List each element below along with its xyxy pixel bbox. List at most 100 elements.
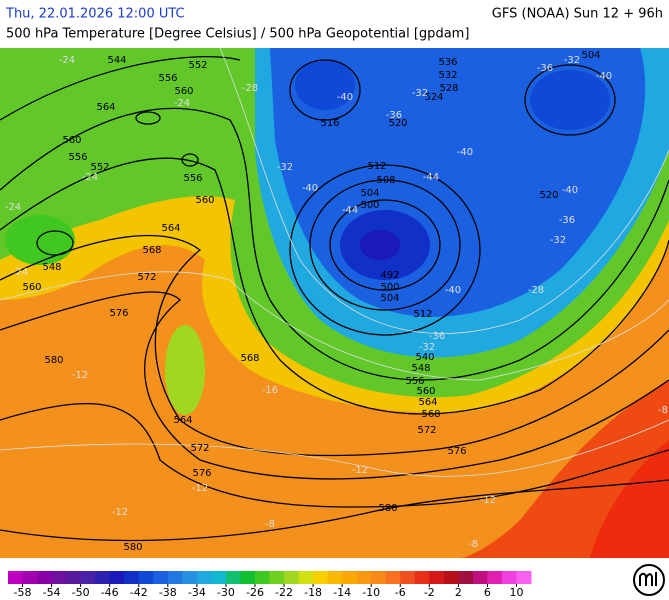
colorbar-tick-label: -2 <box>424 586 435 599</box>
colorbar-swatch <box>356 571 372 584</box>
geopotential-label: 520 <box>539 190 558 201</box>
temperature-label: -44 <box>342 205 358 216</box>
geopotential-label: 580 <box>44 355 63 366</box>
colorbar-tick-label: -50 <box>72 586 90 599</box>
colorbar-swatch <box>182 571 198 584</box>
colorbar-swatch <box>254 571 270 584</box>
geopotential-label: 544 <box>107 55 126 66</box>
temperature-label: -36 <box>386 110 402 121</box>
temperature-label: -44 <box>423 172 439 183</box>
geopotential-label: 556 <box>183 173 202 184</box>
geopotential-label: 532 <box>438 70 457 81</box>
geopotential-label: 540 <box>415 352 434 363</box>
colorbar-tick-label: -42 <box>130 586 148 599</box>
colorbar-swatch <box>472 571 488 584</box>
colorbar-swatch <box>22 571 38 584</box>
colorbar-swatch <box>124 571 140 584</box>
temperature-label: -12 <box>72 370 88 381</box>
colorbar-swatch <box>138 571 154 584</box>
colorbar-tick-label: 10 <box>509 586 523 599</box>
colorbar-tick-label: -26 <box>246 586 264 599</box>
geopotential-label: 576 <box>109 308 128 319</box>
colorbar-swatch <box>225 571 241 584</box>
geopotential-label: 580 <box>123 542 142 553</box>
temperature-label: -40 <box>445 285 461 296</box>
geopotential-label: 536 <box>438 57 457 68</box>
temperature-label: -40 <box>457 147 473 158</box>
colorbar-swatch <box>458 571 474 584</box>
temperature-label: -32 <box>412 88 428 99</box>
colorbar-swatch <box>269 571 285 584</box>
colorbar-tick-label: -10 <box>362 586 380 599</box>
temperature-label: -24 <box>12 267 28 278</box>
temperature-label: -32 <box>564 55 580 66</box>
geopotential-label: 568 <box>421 409 440 420</box>
colorbar-swatch <box>487 571 503 584</box>
header-left: Thu, 22.01.2026 12:00 UTC <box>5 7 185 22</box>
contour-labels: 544 5525565605645605565525565605645685725… <box>5 50 668 553</box>
geopotential-label: 576 <box>447 446 466 457</box>
colorbar-tick-label: -14 <box>333 586 351 599</box>
colorbar-swatch <box>327 571 343 584</box>
colorbar-tick-label: -34 <box>188 586 206 599</box>
temperature-label: -8 <box>658 405 668 416</box>
geopotential-label: 560 <box>195 195 214 206</box>
geopotential-label: 504 <box>360 188 379 199</box>
colorbar-tick-label: 2 <box>455 586 462 599</box>
colorbar-swatch <box>51 571 67 584</box>
subtitle: 500 hPa Temperature [Degree Celsius] / 5… <box>6 27 469 42</box>
geopotential-label: 516 <box>320 118 339 129</box>
geopotential-label: 572 <box>137 272 156 283</box>
colorbar-tick-label: 6 <box>484 586 491 599</box>
geopotential-label: 560 <box>174 86 193 97</box>
temperature-label: -12 <box>480 495 496 506</box>
temperature-label: -8 <box>468 539 478 550</box>
geopotential-label: 556 <box>68 152 87 163</box>
temperature-label: -40 <box>596 71 612 82</box>
geopotential-label: 520 <box>388 118 407 129</box>
colorbar-swatch <box>153 571 169 584</box>
geopotential-label: 548 <box>42 262 61 273</box>
colorbar-swatch <box>313 571 329 584</box>
colorbar-swatch <box>196 571 212 584</box>
colorbar-tick-label: -38 <box>159 586 177 599</box>
temperature-label: -28 <box>528 285 544 296</box>
temperature-label: -16 <box>262 385 278 396</box>
temperature-label: -36 <box>429 331 445 342</box>
temperature-label: -12 <box>352 465 368 476</box>
colorbar-swatch <box>37 571 53 584</box>
temperature-label: -32 <box>550 235 566 246</box>
geopotential-label: 572 <box>190 443 209 454</box>
logo <box>633 564 665 596</box>
colorbar-swatch <box>429 571 445 584</box>
temperature-label: -28 <box>242 83 258 94</box>
colorbar-tick-label: -46 <box>101 586 119 599</box>
temperature-label: -36 <box>559 215 575 226</box>
colorbar-swatch <box>385 571 401 584</box>
colorbar-tick-label: -54 <box>43 586 61 599</box>
colorbar-tick-label: -18 <box>304 586 322 599</box>
geopotential-label: 560 <box>62 135 81 146</box>
colorbar-swatch <box>167 571 183 584</box>
geopotential-label: 556 <box>405 376 424 387</box>
temperature-label: -8 <box>265 519 275 530</box>
temperature-label: -32 <box>277 162 293 173</box>
geopotential-label: 560 <box>416 386 435 397</box>
geopotential-label: 552 <box>90 162 109 173</box>
geopotential-label: 568 <box>142 245 161 256</box>
colorbar-swatch <box>66 571 82 584</box>
geopotential-label: 564 <box>173 415 192 426</box>
colorbar-swatch <box>211 571 227 584</box>
geopotential-label: 560 <box>22 282 41 293</box>
colorbar-swatch <box>501 571 517 584</box>
colorbar-swatch <box>443 571 459 584</box>
geopotential-label: 568 <box>240 353 259 364</box>
geopotential-label: 508 <box>376 175 395 186</box>
geopotential-label: 504 <box>581 50 600 61</box>
geopotential-label: 524 <box>424 92 443 103</box>
colorbar-swatch <box>240 571 256 584</box>
temperature-label: -24 <box>82 172 98 183</box>
colorbar-swatch <box>342 571 358 584</box>
